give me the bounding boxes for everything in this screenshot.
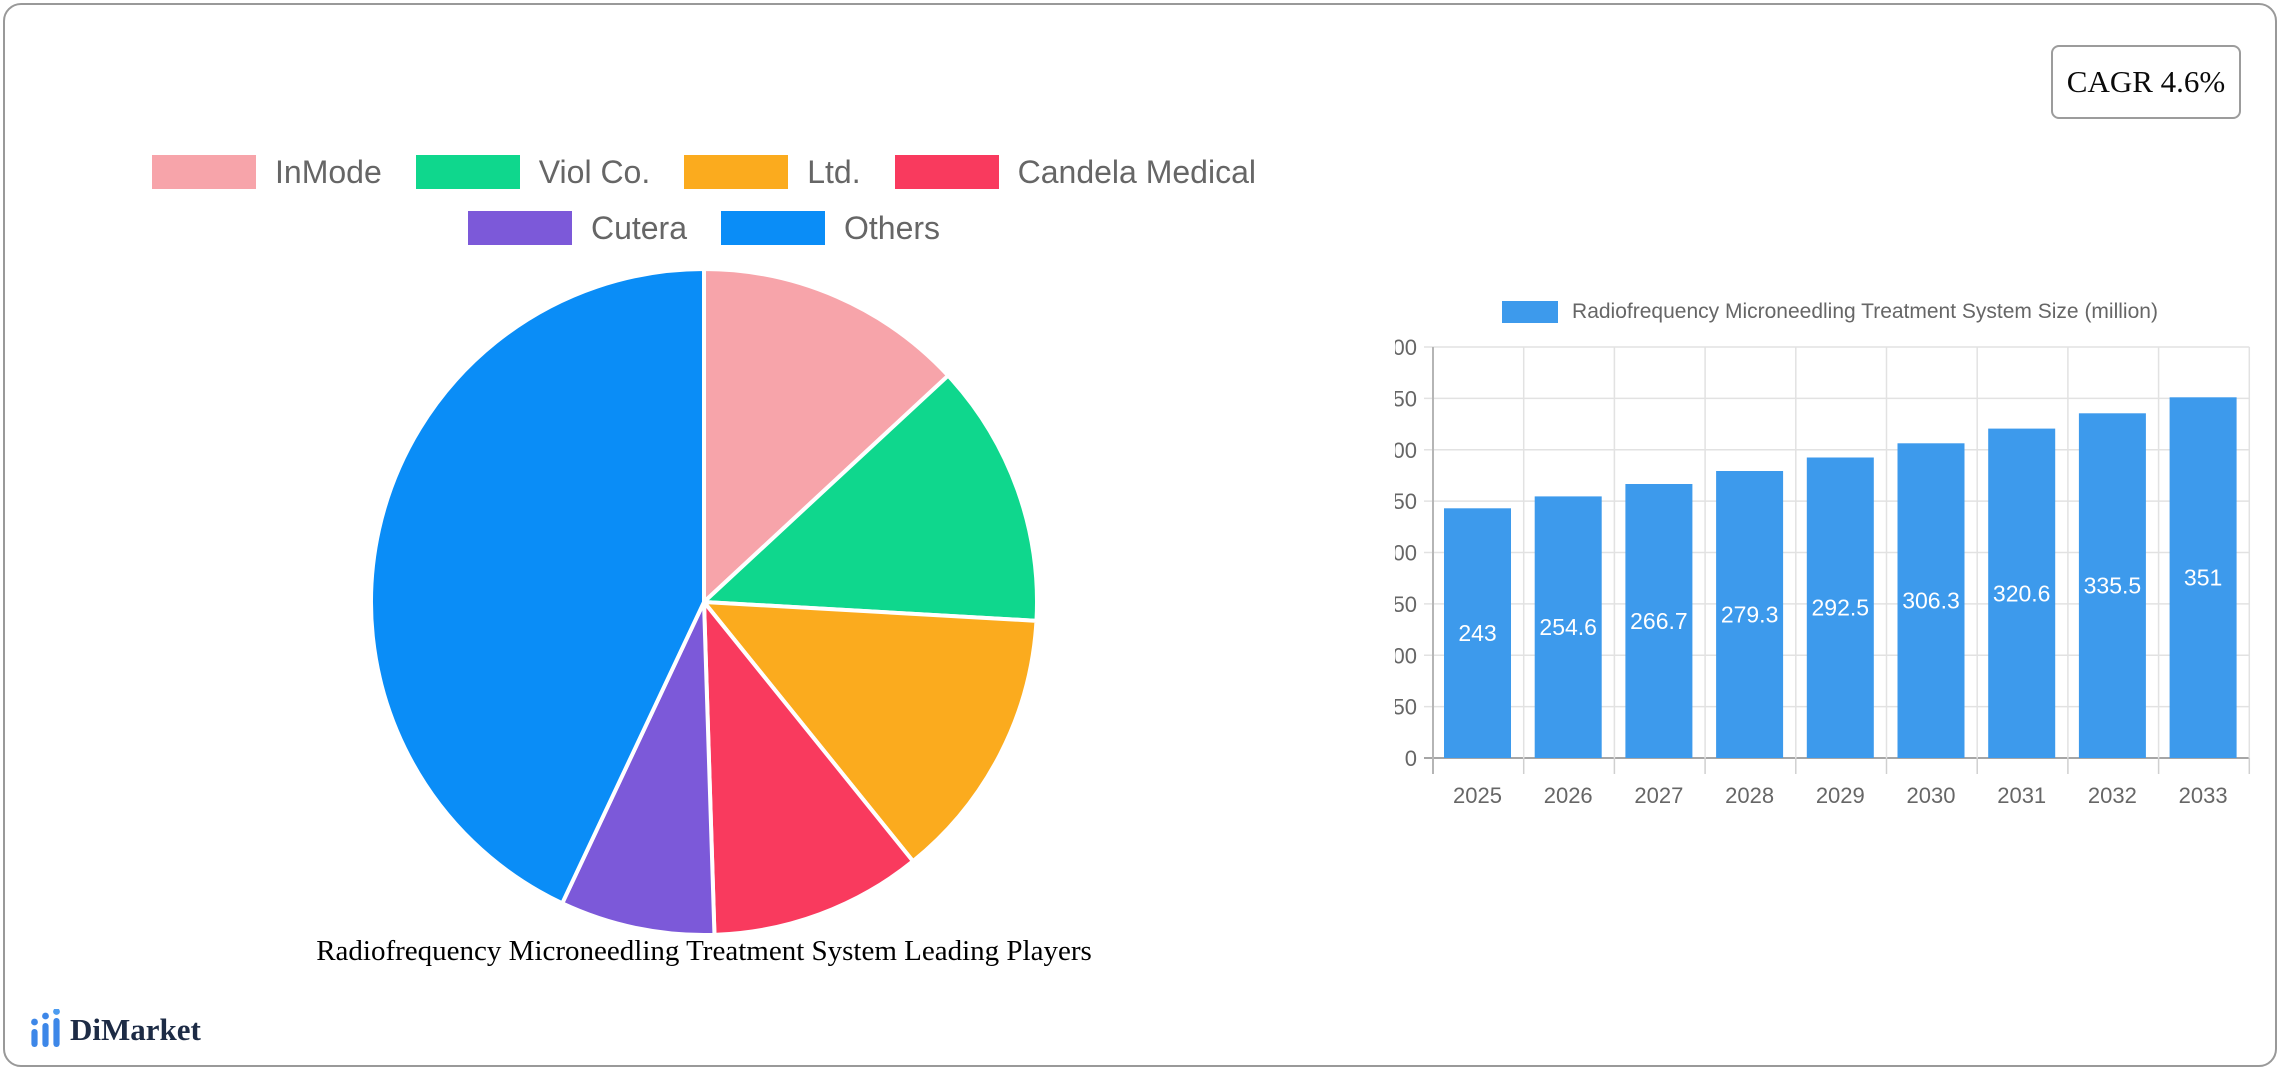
bar-chart[interactable]: 0 50 100 150 200 250 300 350 400 243 2025 254.6 2026…: [1395, 335, 2265, 815]
bar-2026[interactable]: [1534, 496, 1602, 758]
legend-item-candela-medical[interactable]: Candela Medical: [894, 154, 1256, 190]
y-tick-200: 200: [1395, 541, 1417, 566]
x-tick-label-2027: 2027: [1634, 783, 1683, 808]
legend-swatch-cutera: [467, 211, 572, 245]
legend-label-inmode: InMode: [275, 154, 382, 190]
pie-legend-row-2: Cutera Others: [467, 210, 940, 246]
legend-label-candela-medical: Candela Medical: [1017, 154, 1256, 190]
pie-slice-ltd[interactable]: [702, 600, 1039, 864]
y-tick-150: 150: [1395, 592, 1417, 617]
bar-value-label-2032: 335.5: [2084, 573, 2142, 599]
report-card: CAGR 4.6% InMode Viol Co. Ltd. Candela Medi…: [3, 3, 2277, 1067]
legend-swatch-viol-co: [415, 155, 520, 189]
x-tick-label-2029: 2029: [1816, 783, 1865, 808]
pie-slice-others[interactable]: [369, 267, 706, 906]
bar-value-label-2031: 320.6: [1993, 580, 2051, 606]
bar-value-label-2027: 266.7: [1630, 608, 1688, 634]
y-tick-300: 300: [1395, 438, 1417, 463]
bar-legend-swatch: [1502, 301, 1559, 323]
bar-value-label-2030: 306.3: [1902, 588, 1960, 614]
pie-chart[interactable]: [354, 252, 1054, 952]
cagr-text: CAGR 4.6%: [2066, 64, 2226, 99]
pie-legend-row-1: InMode Viol Co. Ltd. Candela Medical: [152, 155, 1256, 189]
y-tick-350: 350: [1395, 386, 1417, 411]
x-tick-label-2032: 2032: [2088, 783, 2137, 808]
bar-value-label-2026: 254.6: [1539, 614, 1597, 640]
legend-swatch-inmode: [152, 155, 257, 189]
legend-swatch-candela-medical: [894, 155, 999, 189]
legend-item-inmode[interactable]: InMode: [152, 155, 382, 189]
y-tick-250: 250: [1395, 489, 1417, 514]
x-tick-label-2030: 2030: [1907, 783, 1956, 808]
bar-chart-legend[interactable]: Radiofrequency Microneedling Treatment S…: [1395, 297, 2265, 327]
bar-2031[interactable]: [1988, 428, 2056, 758]
legend-swatch-ltd: [684, 155, 789, 189]
pie-chart-title: Radiofrequency Microneedling Treatment S…: [316, 935, 1092, 967]
y-tick-100: 100: [1395, 643, 1417, 668]
legend-item-cutera[interactable]: Cutera: [467, 210, 687, 246]
y-tick-0: 0: [1405, 746, 1417, 771]
bar-2032[interactable]: [2078, 413, 2146, 758]
x-tick-label-2026: 2026: [1544, 783, 1593, 808]
legend-item-ltd[interactable]: Ltd.: [684, 154, 861, 190]
bar-value-label-2029: 292.5: [1812, 595, 1870, 621]
pie-slice-cutera[interactable]: [560, 600, 717, 937]
bar-2027[interactable]: [1625, 484, 1693, 758]
bar-value-label-2028: 279.3: [1721, 602, 1779, 628]
x-tick-label-2033: 2033: [2179, 783, 2228, 808]
bar-legend-label: Radiofrequency Microneedling Treatment S…: [1572, 300, 2158, 323]
pie-slice-inmode[interactable]: [702, 267, 951, 604]
dimarket-logo: DiMarket: [31, 1009, 201, 1047]
legend-label-viol-co: Viol Co.: [538, 154, 651, 190]
bar-2028[interactable]: [1716, 471, 1784, 758]
cagr-badge: CAGR 4.6%: [2051, 45, 2241, 119]
bar-chart-block: Radiofrequency Microneedling Treatment S…: [1395, 293, 2265, 833]
pie-slice-viol-co[interactable]: [702, 373, 1039, 623]
pie-slice-candela-medical[interactable]: [702, 600, 916, 937]
bar-2033[interactable]: [2169, 397, 2237, 758]
bar-chart-icon: [31, 1009, 60, 1047]
legend-label-ltd: Ltd.: [807, 154, 861, 190]
x-tick-label-2028: 2028: [1725, 783, 1774, 808]
legend-swatch-others: [721, 211, 825, 245]
pie-legend: InMode Viol Co. Ltd. Candela Medical Cutera…: [5, 155, 1403, 245]
legend-label-cutera: Cutera: [590, 210, 687, 246]
bar-2025[interactable]: [1444, 508, 1511, 758]
bar-value-label-2033: 351: [2184, 565, 2222, 591]
legend-item-viol-co[interactable]: Viol Co.: [415, 154, 651, 190]
bar-2029[interactable]: [1806, 457, 1874, 759]
dimarket-logo-text: DiMarket: [70, 1012, 201, 1047]
y-tick-400: 400: [1395, 335, 1417, 360]
x-tick-label-2025: 2025: [1453, 783, 1502, 808]
legend-label-others: Others: [844, 210, 941, 246]
bar-2030[interactable]: [1897, 443, 1965, 758]
y-tick-50: 50: [1395, 695, 1417, 720]
x-tick-label-2031: 2031: [1997, 783, 2046, 808]
bar-value-label-2025: 243: [1458, 620, 1496, 646]
legend-item-others[interactable]: Others: [721, 211, 940, 245]
